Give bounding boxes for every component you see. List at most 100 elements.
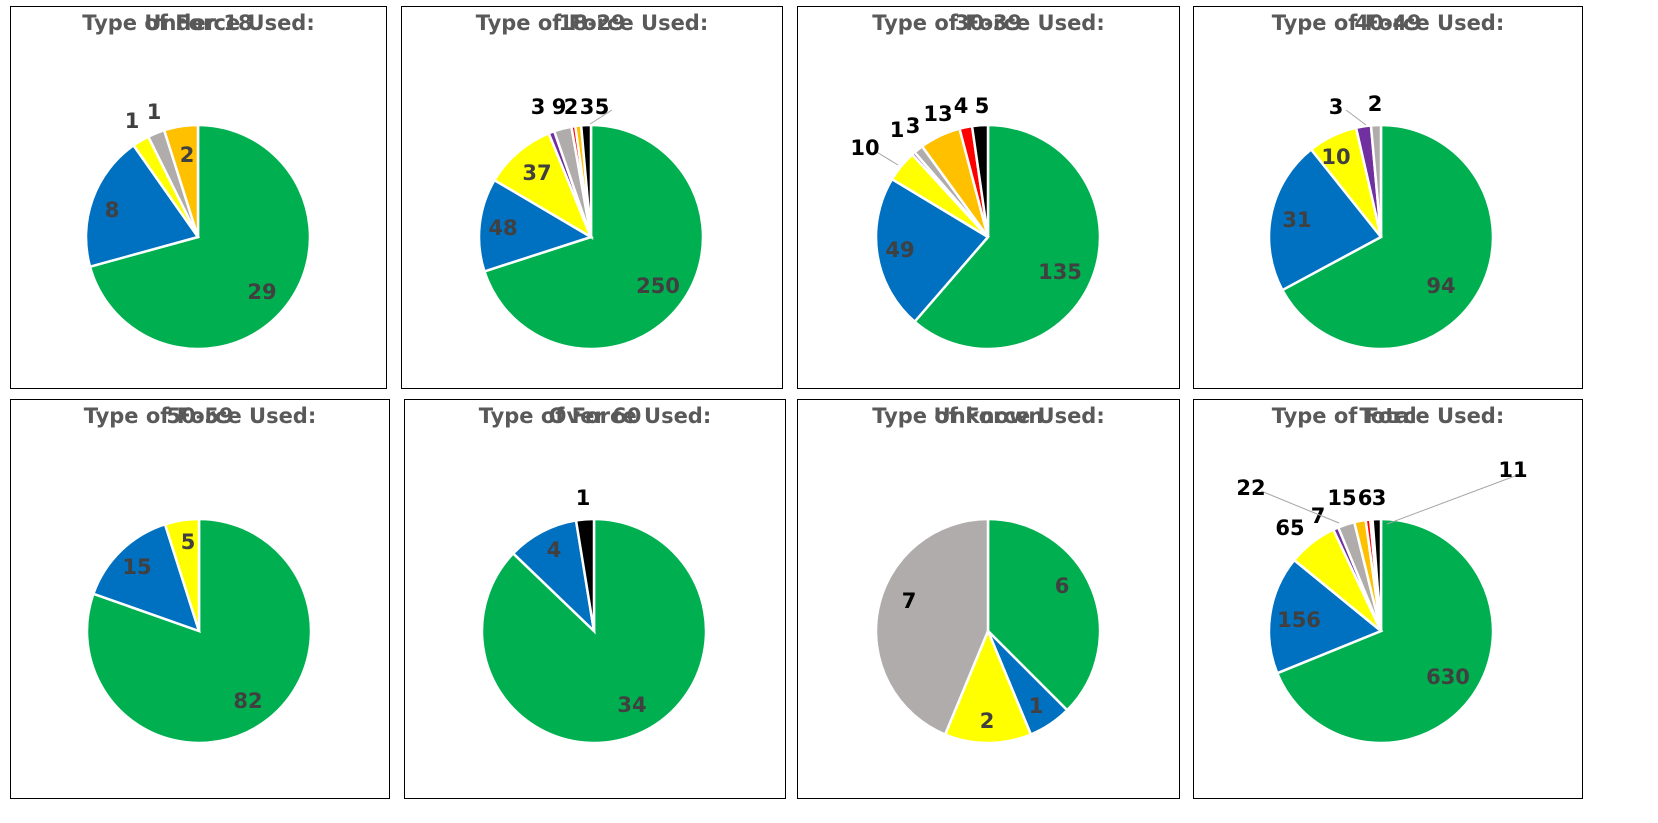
data-label: 2 — [1368, 92, 1383, 116]
data-label: 11 — [1498, 458, 1527, 482]
data-label: 5 — [595, 95, 610, 119]
pie-chart: 34 4 1 — [480, 486, 708, 745]
data-label: 1 — [890, 118, 905, 142]
pie-chart: 6 1 2 7 — [874, 517, 1102, 745]
pie-slice — [492, 131, 594, 240]
data-label: 7 — [1311, 504, 1326, 528]
pie-slice — [1275, 517, 1495, 745]
pie-slice — [511, 519, 596, 635]
data-label: 156 — [1277, 608, 1321, 632]
leader-line — [1386, 472, 1524, 525]
leader-line — [874, 150, 899, 166]
data-label: 5 — [181, 530, 196, 554]
chart-subtitle: 30-39 — [954, 11, 1023, 35]
data-label: 2 — [180, 143, 195, 167]
data-label: 31 — [1282, 208, 1311, 232]
data-label: 630 — [1426, 665, 1470, 689]
data-label: 82 — [233, 689, 262, 713]
chart-subtitle: Unknown — [933, 404, 1044, 428]
data-label: 29 — [247, 280, 276, 304]
chart-subtitle: 50-59 — [166, 404, 234, 428]
pie-chart-panel: Type of Force Used: 18-29 250 48 37 3 9 2 3 5 — [401, 6, 783, 389]
data-label: 34 — [617, 693, 646, 717]
leader-line — [1260, 490, 1340, 524]
data-label: 3 — [906, 114, 921, 138]
pie-chart-panel: Type of Force Used: Over 60 34 4 1 — [404, 399, 786, 799]
data-label: 4 — [954, 94, 969, 118]
pie-chart-panel: Type of Force Used: 40-49 94 31 10 3 2 — [1193, 6, 1583, 389]
chart-title: Type of Force Used: — [82, 11, 315, 35]
data-label: 4 — [547, 538, 562, 562]
data-label: 5 — [975, 94, 990, 118]
data-label: 3 — [580, 95, 595, 119]
data-label: 1 — [576, 486, 591, 510]
chart-title: Type of Force Used: — [83, 404, 317, 428]
pie-slice — [477, 178, 595, 273]
chart-title: Type of Force Used: — [1271, 404, 1505, 428]
leader-line — [1345, 109, 1367, 126]
data-label: 250 — [636, 274, 680, 298]
data-label: 7 — [902, 589, 917, 613]
pie-slice — [986, 517, 1102, 712]
pie-slice — [1280, 123, 1495, 351]
data-label: 135 — [1038, 260, 1082, 284]
data-label: 9 — [552, 95, 567, 119]
chart-subtitle: Total — [1359, 404, 1417, 428]
data-label: 65 — [1275, 516, 1304, 540]
pie-slice — [1267, 147, 1383, 292]
chart-subtitle: Over 60 — [548, 404, 642, 428]
leader-line — [589, 109, 613, 125]
data-label: 94 — [1426, 274, 1455, 298]
chart-title: Type of Force Used: — [478, 404, 712, 428]
pie-slice — [943, 627, 1033, 745]
chart-title: Type of Force Used: — [872, 404, 1105, 428]
chart-title: Type of Force Used: — [872, 11, 1105, 35]
data-label: 8 — [105, 198, 120, 222]
chart-subtitle: Under 18 — [144, 11, 253, 35]
pie-slice — [84, 143, 201, 269]
data-label: 2 — [980, 709, 995, 733]
pie-slice — [482, 123, 705, 351]
data-label: 6 — [1055, 574, 1070, 598]
data-label: 3 — [1329, 95, 1344, 119]
data-label: 2 — [564, 95, 579, 119]
chart-title: Type of Force Used: — [475, 11, 709, 35]
data-label: 10 — [850, 136, 879, 160]
pie-slice — [1267, 558, 1384, 675]
data-label: 37 — [522, 161, 551, 185]
pie-slice — [579, 123, 593, 238]
pie-slice — [162, 123, 200, 238]
data-label: 6 — [1358, 486, 1373, 510]
pie-slice — [163, 517, 201, 632]
chart-subtitle: 40-49 — [1354, 11, 1422, 35]
data-label: 10 — [1321, 145, 1350, 169]
pie-chart-panel: Type of Force Used: 30-39 135 49 10 1 3 13 4 5 — [797, 6, 1180, 389]
pie-slice — [88, 123, 312, 351]
pie-slice — [1371, 517, 1383, 632]
pie-chart-panel: Type of Force Used: Total 630 156 65 7 22 15 6 3 1… — [1193, 399, 1583, 799]
pie-slice — [874, 177, 990, 324]
pie-chart: 94 31 10 3 2 — [1267, 92, 1495, 351]
pie-slice — [874, 517, 990, 737]
pie-chart-panel: Type of Force Used: 50-59 82 15 5 — [10, 399, 390, 799]
data-label: 15 — [122, 555, 151, 579]
pie-slice — [1369, 123, 1383, 238]
data-label: 49 — [885, 238, 914, 262]
data-label: 3 — [1372, 486, 1387, 510]
data-label: 1 — [125, 109, 140, 133]
pie-slice — [574, 517, 596, 632]
chart-subtitle: 18-29 — [558, 11, 626, 35]
pie-chart-panel: Type of Force Used: Under 18 29 8 1 1 2 — [10, 6, 387, 389]
data-label: 48 — [488, 216, 517, 240]
data-label: 13 — [923, 102, 952, 126]
pie-slice — [912, 123, 1102, 351]
data-label: 22 — [1236, 476, 1265, 500]
pie-chart-panel: Type of Force Used: Unknown 6 1 2 7 — [797, 399, 1180, 799]
chart-title: Type of Force Used: — [1271, 11, 1505, 35]
data-label: 3 — [531, 95, 546, 119]
pie-slice — [970, 123, 990, 238]
